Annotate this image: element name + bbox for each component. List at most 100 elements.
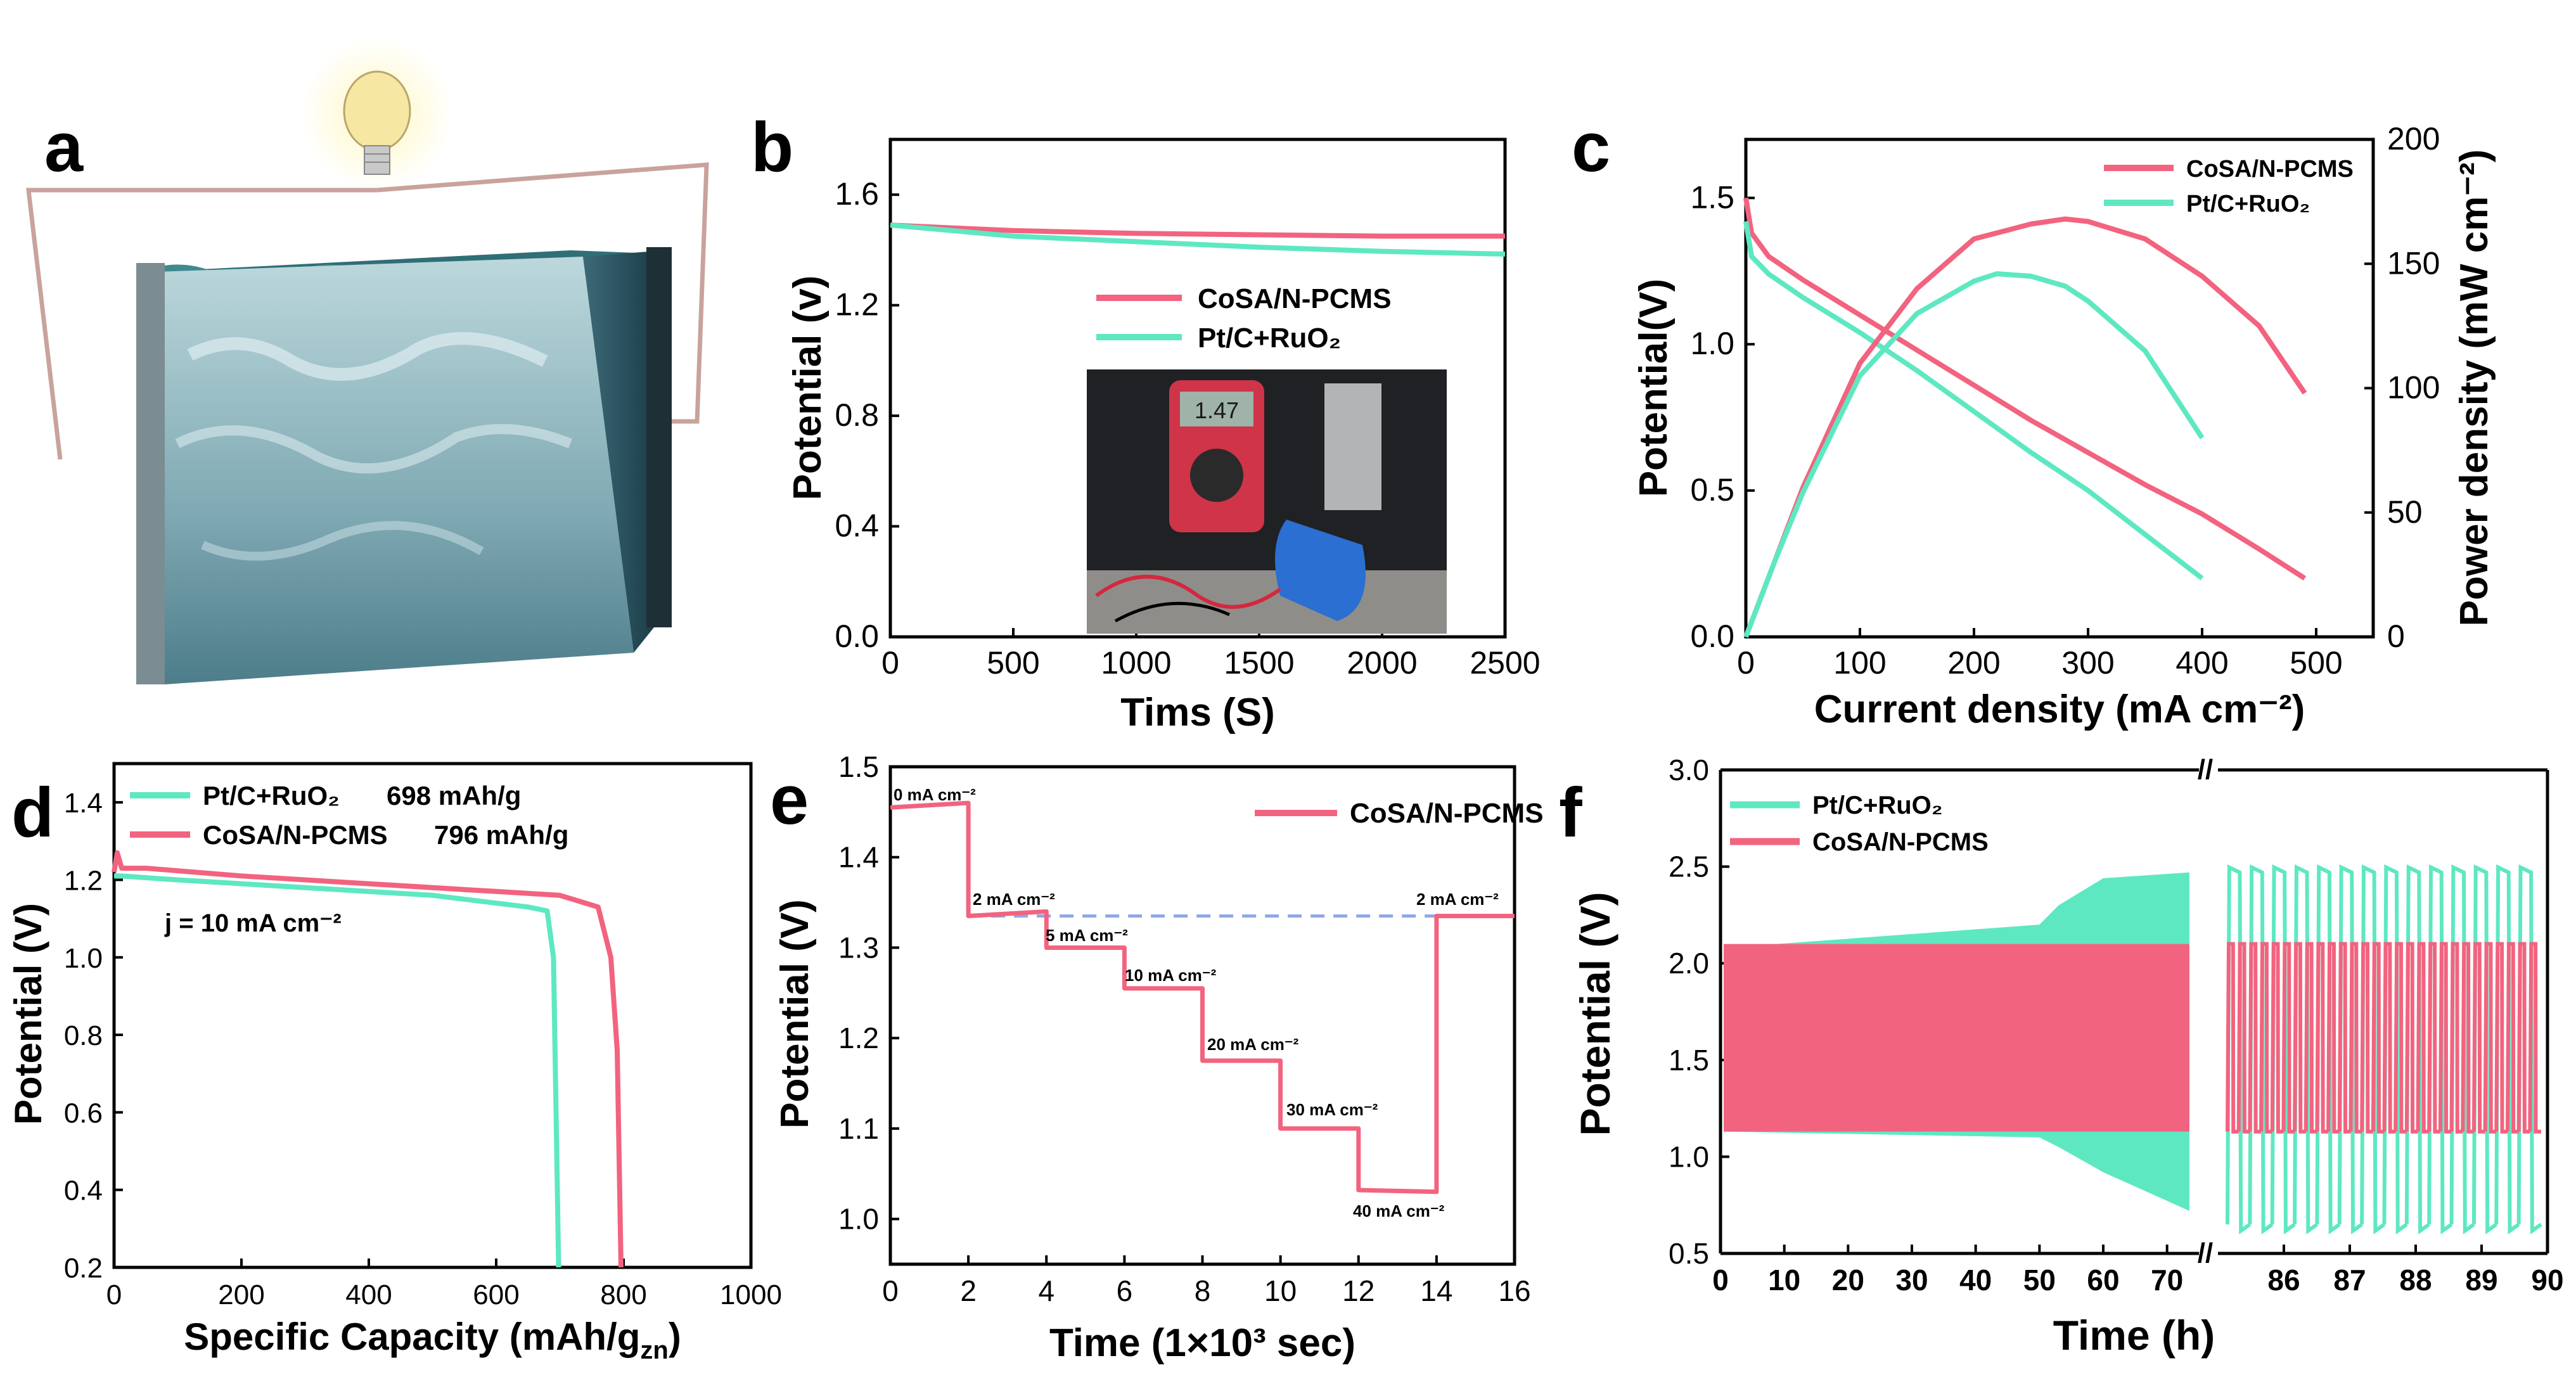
b-xtick-label: 1000: [1101, 645, 1171, 681]
d-legend-label: Pt/C+RuO₂: [203, 781, 340, 810]
d-ytick-label: 0.8: [64, 1020, 103, 1051]
d-series-0: [114, 873, 561, 1268]
f-series-cosa-cycle: [2494, 942, 2508, 1134]
e-ytick-label: 1.4: [838, 841, 879, 874]
c-y-axis-label: Potential(V): [1632, 279, 1676, 497]
b-y-axis-label: Potential (v): [786, 276, 830, 501]
e-series-cosa: [890, 800, 1515, 1194]
c-series-0: [1743, 197, 2307, 580]
d-series-1: [112, 850, 624, 1268]
f-series-cosa-cycle: [2304, 942, 2317, 1134]
d-xtick-label: 800: [600, 1279, 646, 1310]
e-ytick-label: 1.5: [838, 750, 879, 783]
c-ytick-label: 1.0: [1690, 326, 1734, 361]
f-axis-break-icon: //: [2198, 754, 2213, 785]
c-legend-label: Pt/C+RuO₂: [2186, 191, 2310, 217]
b-xtick-label: 1500: [1224, 645, 1294, 681]
d-x-axis-label: Specific Capacity (mAh/gzn): [184, 1316, 681, 1364]
e-xtick-label: 14: [1420, 1274, 1452, 1307]
d-ytick-label: 1.2: [64, 865, 103, 896]
e-step-label: 5 mA cm⁻²: [1046, 926, 1128, 945]
panel-a-illustration: [26, 38, 709, 684]
f-ytick-label: 2.0: [1669, 947, 1709, 980]
b-series-cosa: [890, 222, 1505, 239]
f-xtick-label: 90: [2531, 1264, 2563, 1297]
c-x-axis-label: Current density (mA cm⁻²): [1814, 688, 2305, 731]
f-series-cosa-cycle: [2371, 942, 2385, 1134]
f-series-cosa-cycle: [2427, 942, 2440, 1134]
d-xtick-label: 600: [473, 1279, 519, 1310]
f-series-cosa-cycle: [2248, 942, 2262, 1134]
f-xtick-label: 60: [2087, 1264, 2119, 1297]
f-series-cosa-cycle: [2449, 942, 2463, 1134]
b-ytick-label: 1.6: [835, 176, 879, 212]
c-ytick-label: 0.5: [1690, 472, 1734, 508]
f-series-cosa-cycle: [2404, 942, 2418, 1134]
f-ytick-label: 1.0: [1669, 1140, 1709, 1173]
d-legend-capacity: 796 mAh/g: [434, 820, 568, 850]
f-legend-label: CoSA/N-PCMS: [1812, 828, 1989, 856]
f-series-cosa-cycle: [2281, 942, 2295, 1134]
f-series-cosa-cycle: [2438, 942, 2452, 1134]
f-xtick-label: 30: [1895, 1264, 1928, 1297]
f-series-cosa-cycle: [2483, 942, 2497, 1134]
d-ytick-label: 0.6: [64, 1098, 103, 1129]
f-series-cosa-cycle: [2416, 942, 2430, 1134]
f-series-cosa-cycle: [2360, 942, 2373, 1134]
f-y-axis-label: Potential (V): [1572, 892, 1618, 1136]
e-xtick-label: 0: [882, 1274, 899, 1307]
e-ytick-label: 1.2: [838, 1022, 879, 1054]
d-ytick-label: 1.4: [64, 788, 103, 819]
c-xtick-label: 200: [1947, 645, 2000, 681]
d-xtick-label: 1000: [720, 1279, 782, 1310]
e-ytick-label: 1.3: [838, 931, 879, 964]
f-series-cosa-cycle: [2226, 942, 2239, 1134]
d-ytick-label: 0.2: [64, 1253, 103, 1284]
b-xtick-label: 2000: [1347, 645, 1417, 681]
f-xtick-label: 87: [2333, 1264, 2366, 1297]
b-ytick-label: 0.8: [835, 397, 879, 433]
b-series-ptc: [890, 222, 1506, 257]
d-plot-frame: [112, 762, 753, 1269]
c-y2tick-label: 100: [2387, 370, 2440, 406]
panel-label-b: b: [751, 108, 793, 186]
inset-multimeter-reading: 1.47: [1195, 397, 1239, 423]
f-ytick-label: 3.0: [1669, 753, 1709, 786]
e-xtick-label: 10: [1264, 1274, 1297, 1307]
f-xtick-label: 10: [1768, 1264, 1800, 1297]
d-ytick-label: 1.0: [64, 943, 103, 974]
c-legend-label: CoSA/N-PCMS: [2186, 156, 2354, 183]
f-axis-break-icon: //: [2198, 1238, 2213, 1269]
f-xtick-label: 89: [2465, 1264, 2497, 1297]
f-series-cosa-cycle: [2270, 942, 2284, 1134]
f-series-cosa-cycle: [2528, 942, 2541, 1134]
c-series-3: [1743, 271, 2205, 638]
panel-label-d: d: [11, 774, 54, 852]
panel-b-inset-photo: 1.47: [1087, 369, 1447, 634]
c-y2tick-label: 50: [2387, 494, 2423, 530]
c-series-2: [1743, 216, 2307, 638]
c-y2tick-label: 200: [2387, 121, 2440, 157]
b-xtick-label: 0: [881, 645, 899, 681]
d-ytick-label: 0.4: [64, 1175, 103, 1207]
water-cube-icon: [136, 247, 672, 684]
e-xtick-label: 4: [1038, 1274, 1054, 1307]
f-series-cosa-cycle: [2382, 942, 2396, 1134]
e-x-axis-label: Time (1×10³ sec): [1049, 1321, 1355, 1365]
f-series-cosa-cycle: [2315, 942, 2329, 1134]
e-step-label: 2 mA cm⁻²: [1416, 890, 1499, 909]
f-series-cosa-cycle: [2505, 942, 2519, 1134]
f-series-cosa-cycle: [2516, 942, 2530, 1134]
panel-b-chart: 0 500 1000 1500 2000 2500 0.0 0.4 0.8 1.2 1.6 Tims …: [786, 138, 1541, 734]
c-y2tick-label: 0: [2387, 618, 2405, 654]
e-step-label: 2 mA cm⁻²: [973, 890, 1055, 909]
e-xtick-label: 16: [1498, 1274, 1530, 1307]
d-xtick-label: 200: [218, 1279, 264, 1310]
b-xtick-label: 2500: [1470, 645, 1540, 681]
f-legend-label: Pt/C+RuO₂: [1812, 791, 1943, 819]
e-xtick-label: 12: [1342, 1274, 1375, 1307]
f-series-cosa-cycle: [2326, 942, 2340, 1134]
e-step-label: 30 mA cm⁻²: [1286, 1100, 1378, 1119]
c-xtick-label: 0: [1737, 645, 1755, 681]
b-ytick-label: 0.0: [835, 618, 879, 654]
